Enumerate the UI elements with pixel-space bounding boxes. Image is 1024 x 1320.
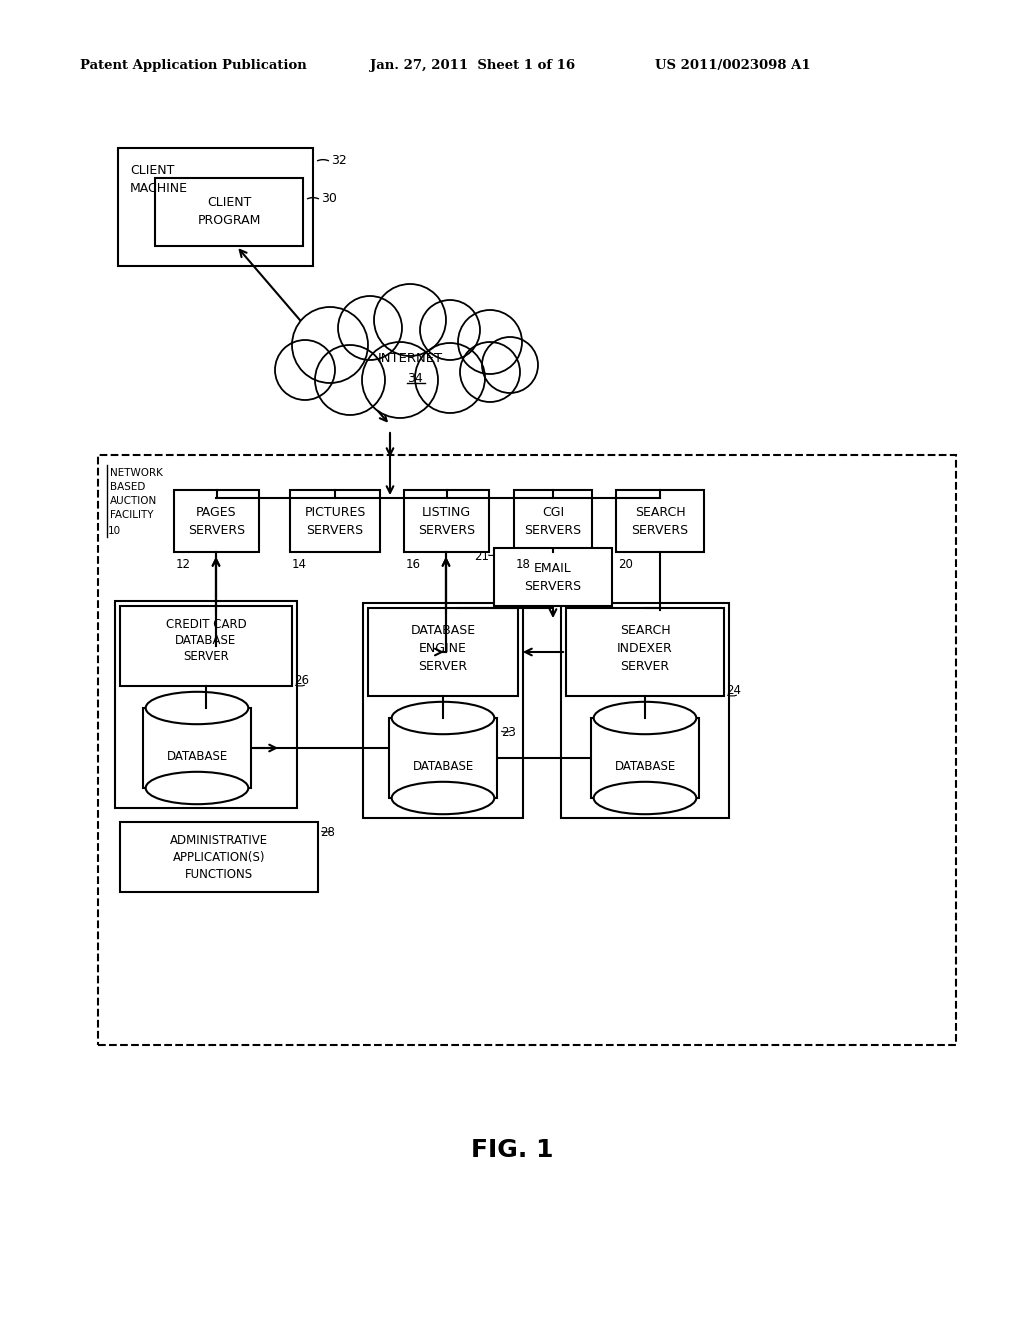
Text: LISTING: LISTING xyxy=(422,506,471,519)
Text: DATABASE: DATABASE xyxy=(614,759,676,772)
Text: 18: 18 xyxy=(516,557,530,570)
Text: MACHINE: MACHINE xyxy=(130,181,188,194)
Text: PICTURES: PICTURES xyxy=(304,506,366,519)
Text: FUNCTIONS: FUNCTIONS xyxy=(185,867,253,880)
Bar xyxy=(389,718,497,799)
Text: SEARCH: SEARCH xyxy=(635,506,685,519)
Text: SEARCH: SEARCH xyxy=(620,623,671,636)
Bar xyxy=(115,601,297,808)
Text: 10: 10 xyxy=(108,525,121,536)
Text: BASED: BASED xyxy=(110,482,145,492)
Text: CREDIT CARD: CREDIT CARD xyxy=(166,618,247,631)
Ellipse shape xyxy=(392,781,495,814)
Text: PAGES: PAGES xyxy=(197,506,237,519)
Text: SERVERS: SERVERS xyxy=(306,524,364,536)
Text: AUCTION: AUCTION xyxy=(110,496,158,506)
Text: 28: 28 xyxy=(319,825,335,838)
Bar xyxy=(118,148,313,267)
Bar xyxy=(143,708,251,788)
Ellipse shape xyxy=(594,702,696,734)
Ellipse shape xyxy=(460,342,520,403)
Ellipse shape xyxy=(374,284,446,356)
Bar xyxy=(120,822,318,892)
Text: 14: 14 xyxy=(292,557,307,570)
Text: 23: 23 xyxy=(501,726,516,739)
Bar xyxy=(591,718,699,799)
Text: FIG. 1: FIG. 1 xyxy=(471,1138,553,1162)
Bar xyxy=(290,490,380,552)
Text: CGI: CGI xyxy=(542,506,564,519)
Bar xyxy=(98,455,956,1045)
Text: SERVERS: SERVERS xyxy=(632,524,688,536)
Ellipse shape xyxy=(415,343,485,413)
Bar xyxy=(514,490,592,552)
Text: SERVER: SERVER xyxy=(183,649,229,663)
Text: SERVER: SERVER xyxy=(419,660,468,672)
Text: Jan. 27, 2011  Sheet 1 of 16: Jan. 27, 2011 Sheet 1 of 16 xyxy=(370,58,575,71)
Bar xyxy=(368,609,518,696)
Ellipse shape xyxy=(420,300,480,360)
Text: SERVERS: SERVERS xyxy=(524,579,582,593)
Text: 22: 22 xyxy=(451,701,466,714)
Text: INDEXER: INDEXER xyxy=(617,642,673,655)
Text: DATABASE: DATABASE xyxy=(175,634,237,647)
Text: 30: 30 xyxy=(321,191,337,205)
Bar xyxy=(561,603,729,818)
Text: DATABASE: DATABASE xyxy=(411,623,475,636)
Text: 24: 24 xyxy=(726,685,741,697)
Bar xyxy=(616,490,705,552)
Text: SERVER: SERVER xyxy=(621,660,670,672)
Bar xyxy=(494,548,612,606)
Bar xyxy=(155,178,303,246)
Ellipse shape xyxy=(315,345,385,414)
Text: APPLICATION(S): APPLICATION(S) xyxy=(173,850,265,863)
Text: 20: 20 xyxy=(618,557,633,570)
Text: SERVERS: SERVERS xyxy=(188,524,245,536)
Text: 26: 26 xyxy=(294,675,309,688)
Text: Patent Application Publication: Patent Application Publication xyxy=(80,58,307,71)
Ellipse shape xyxy=(275,341,335,400)
Text: 34: 34 xyxy=(408,371,423,384)
Text: PROGRAM: PROGRAM xyxy=(198,214,261,227)
Text: 21: 21 xyxy=(474,549,489,562)
Text: 32: 32 xyxy=(331,153,347,166)
Ellipse shape xyxy=(145,692,248,725)
Text: US 2011/0023098 A1: US 2011/0023098 A1 xyxy=(655,58,811,71)
Text: 12: 12 xyxy=(176,557,191,570)
Ellipse shape xyxy=(392,702,495,734)
Bar xyxy=(404,490,489,552)
Text: CLIENT: CLIENT xyxy=(130,164,174,177)
Ellipse shape xyxy=(458,310,522,374)
Text: EMAIL: EMAIL xyxy=(535,561,571,574)
Text: FACILITY: FACILITY xyxy=(110,510,154,520)
Text: DATABASE: DATABASE xyxy=(413,759,474,772)
Ellipse shape xyxy=(362,342,438,418)
Text: ENGINE: ENGINE xyxy=(419,642,467,655)
Ellipse shape xyxy=(292,308,368,383)
Ellipse shape xyxy=(594,781,696,814)
Bar xyxy=(566,609,724,696)
Text: CLIENT: CLIENT xyxy=(207,195,251,209)
Ellipse shape xyxy=(482,337,538,393)
Bar xyxy=(362,603,523,818)
Text: 16: 16 xyxy=(406,557,421,570)
Bar xyxy=(120,606,292,686)
Text: NETWORK: NETWORK xyxy=(110,469,163,478)
Bar xyxy=(174,490,259,552)
Text: DATABASE: DATABASE xyxy=(166,750,227,763)
Text: SERVERS: SERVERS xyxy=(524,524,582,536)
Text: SERVERS: SERVERS xyxy=(418,524,475,536)
Text: INTERNET: INTERNET xyxy=(378,351,442,364)
Text: ADMINISTRATIVE: ADMINISTRATIVE xyxy=(170,833,268,846)
Ellipse shape xyxy=(338,296,402,360)
Ellipse shape xyxy=(145,772,248,804)
